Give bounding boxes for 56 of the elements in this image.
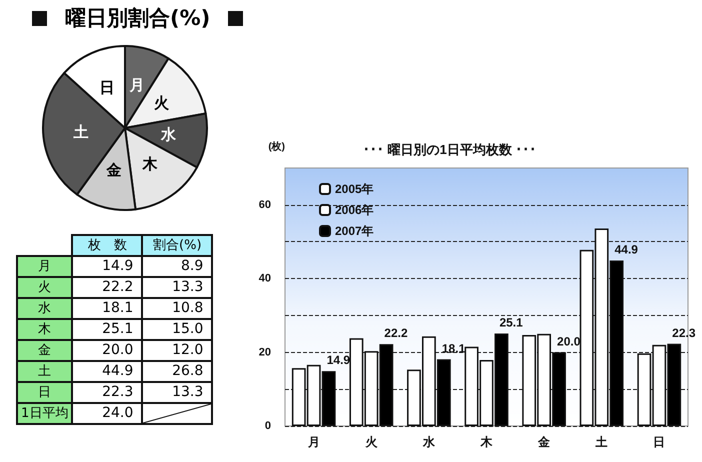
data-label: 22.2 — [384, 326, 408, 340]
data-label: 22.3 — [672, 326, 696, 340]
y-tick-label: 0 — [264, 420, 271, 432]
slice-label: 水 — [160, 126, 177, 144]
data-label: 18.1 — [442, 341, 466, 356]
data-label: 10.8 — [142, 298, 212, 319]
data-label: 13.3 — [142, 382, 212, 403]
chart-title: ･･･ 曜日別の1日平均枚数 ･･･ — [363, 142, 536, 157]
text: 割合(%) — [142, 235, 212, 256]
category-label: 1日平均 — [17, 403, 72, 424]
data-label: 18.1 — [72, 298, 142, 319]
category-label: 月 — [17, 256, 72, 277]
data-label: 44.9 — [614, 242, 638, 257]
slice-label: 火 — [154, 94, 170, 112]
text: 枚 数 — [72, 235, 142, 256]
category-label: 木 — [17, 319, 72, 340]
slice-label: 金 — [106, 162, 122, 180]
data-label: 13.3 — [142, 277, 212, 298]
data-label: 26.8 — [142, 361, 212, 382]
x-tick-label: 木 — [480, 435, 494, 449]
data-label: 22.3 — [72, 382, 142, 403]
x-tick-label: 金 — [537, 435, 552, 449]
slice-label: 日 — [100, 79, 115, 96]
x-tick-label: 土 — [594, 435, 608, 449]
y-tick-label: 20 — [258, 346, 271, 358]
data-label: 20.0 — [72, 340, 142, 361]
category-label: 土 — [17, 361, 72, 382]
y-axis-title: (枚) — [268, 140, 285, 152]
category-label: 水 — [17, 298, 72, 319]
legend-label: 2006年 — [335, 203, 374, 217]
data-label: 25.1 — [72, 319, 142, 340]
data-label: 14.9 — [72, 256, 142, 277]
data-label: 8.9 — [142, 256, 212, 277]
legend-label: 2007年 — [335, 224, 374, 238]
slice-label: 木 — [141, 156, 158, 173]
chart-title: 曜日別割合(%) — [65, 5, 210, 32]
category-label: 日 — [17, 382, 72, 403]
x-tick-label: 火 — [364, 435, 378, 449]
data-label: 12.0 — [142, 340, 212, 361]
y-tick-label: 40 — [258, 272, 271, 285]
x-tick-label: 水 — [422, 435, 436, 449]
slice-label: 月 — [128, 77, 145, 94]
data-label: 20.0 — [557, 334, 581, 348]
category-label: 火 — [17, 277, 72, 298]
category-label: 金 — [17, 340, 72, 361]
y-tick-label: 60 — [258, 198, 271, 211]
slice-label: 土 — [72, 124, 89, 142]
data-label: 22.2 — [72, 277, 142, 298]
data-label: 15.0 — [142, 319, 212, 340]
data-label: 25.1 — [499, 315, 524, 330]
x-tick-label: 月 — [306, 435, 320, 449]
data-label: 44.9 — [72, 361, 142, 382]
x-tick-label: 日 — [653, 435, 666, 449]
data-label: 14.9 — [326, 353, 350, 368]
legend-label: 2005年 — [335, 182, 374, 196]
data-label: 24.0 — [72, 403, 142, 424]
